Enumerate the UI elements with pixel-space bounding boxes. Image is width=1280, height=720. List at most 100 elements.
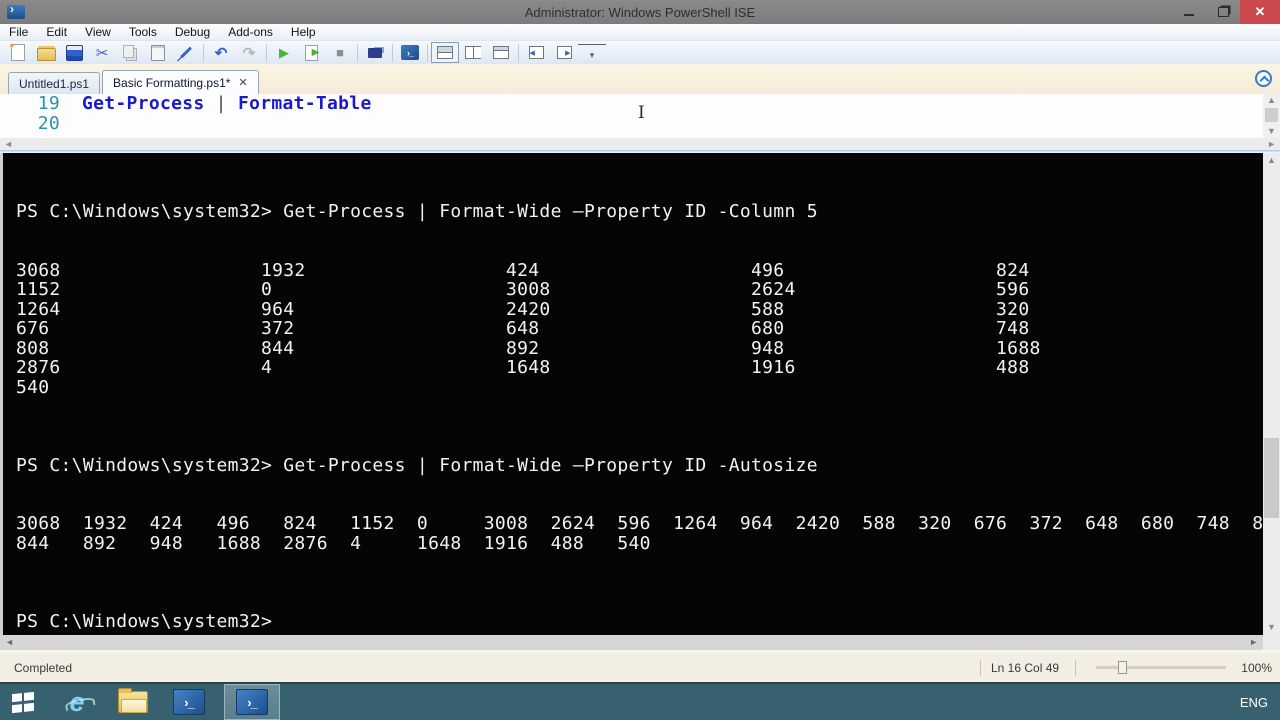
status-text: Completed: [14, 660, 73, 675]
tab-untitled1[interactable]: Untitled1.ps1: [8, 72, 101, 94]
console-vertical-scrollbar[interactable]: ▲ ▼: [1263, 153, 1280, 635]
console-pane[interactable]: PS C:\Windows\system32> Get-Process | Fo…: [0, 153, 1263, 635]
script-pane-top-icon: [437, 46, 453, 59]
copy-icon[interactable]: [116, 42, 144, 63]
close-button[interactable]: ✕: [1240, 0, 1280, 24]
toolbar-separator: [203, 43, 204, 62]
toolbar-separator: [518, 43, 519, 62]
new-remote-powershell-tab-icon[interactable]: [361, 42, 389, 63]
menu-view[interactable]: View: [85, 24, 111, 39]
start-button[interactable]: [0, 684, 46, 720]
menu-edit[interactable]: Edit: [46, 24, 68, 39]
status-separator: [980, 659, 981, 676]
taskbar-internet-explorer-button[interactable]: e: [54, 684, 100, 720]
taskbar-powershell-button[interactable]: ›_: [166, 684, 212, 720]
script-pane-right-button[interactable]: [459, 42, 487, 63]
language-indicator[interactable]: ENG: [1239, 694, 1268, 710]
console-line: [16, 573, 1263, 593]
collapse-script-pane-button[interactable]: [1255, 70, 1272, 87]
window-title: Administrator: Windows PowerShell ISE: [524, 4, 756, 20]
run-script-icon[interactable]: ▶: [279, 44, 289, 60]
editor-horizontal-scrollbar[interactable]: ◄ ►: [0, 138, 1280, 150]
scroll-down-icon[interactable]: ▼: [1267, 126, 1276, 136]
console-line: [16, 397, 1263, 417]
console-line: 540: [16, 376, 50, 398]
cursor-position: Ln 16 Col 49: [991, 660, 1060, 675]
powershell-ise-icon: ›_: [236, 689, 268, 715]
console-line: 676 372 648 680 748: [16, 318, 1030, 339]
console-line: 1264 964 2420 588 320: [16, 298, 1030, 320]
console-line: [16, 183, 1263, 203]
tab-label: Untitled1.ps1: [19, 76, 90, 91]
title-bar: Administrator: Windows PowerShell ISE ✕: [0, 0, 1280, 24]
taskbar-powershell-ise-button-active[interactable]: ›_: [224, 684, 280, 720]
menu-tools[interactable]: Tools: [128, 24, 157, 39]
menu-debug[interactable]: Debug: [174, 24, 211, 39]
internet-explorer-icon: e: [69, 686, 85, 717]
taskbar-file-explorer-button[interactable]: [110, 684, 156, 720]
scrollbar-thumb[interactable]: [1265, 108, 1278, 122]
menu-help[interactable]: Help: [290, 24, 316, 39]
windows-logo-icon: [12, 691, 34, 713]
cmdlet-token: Get-Process: [82, 93, 205, 114]
menu-add-ons[interactable]: Add-ons: [228, 24, 273, 39]
scroll-left-icon[interactable]: ◄: [5, 637, 14, 647]
taskbar: e ›_ ›_ ENG: [0, 682, 1280, 720]
scroll-right-icon[interactable]: ►: [1267, 139, 1276, 149]
undo-icon[interactable]: ↶: [214, 44, 228, 62]
menu-bar: File Edit View Tools Debug Add-ons Help: [0, 24, 1280, 41]
console-line: [16, 241, 1263, 261]
toolbar-separator: [427, 43, 428, 62]
start-powershell-icon[interactable]: ›_: [401, 45, 419, 60]
run-selection-icon[interactable]: ▶: [298, 42, 326, 63]
minimize-button[interactable]: [1172, 0, 1206, 24]
scrollbar-thumb[interactable]: [1264, 438, 1279, 518]
console-horizontal-scrollbar[interactable]: ◄ ►: [0, 635, 1263, 650]
script-editor[interactable]: 19 Get-Process | Format-Table 20: [0, 94, 1263, 138]
paste-icon[interactable]: [144, 42, 172, 63]
console-line: [16, 222, 1263, 242]
script-pane-popout-left-button[interactable]: [522, 42, 550, 63]
file-explorer-icon: [118, 688, 148, 713]
status-bar: Completed Ln 16 Col 49 100%: [0, 650, 1280, 682]
scroll-up-icon[interactable]: ▲: [1267, 95, 1276, 105]
console-line: PS C:\Windows\system32> Get-Process | Fo…: [16, 201, 818, 222]
scroll-right-icon[interactable]: ►: [1249, 637, 1258, 647]
cut-icon[interactable]: ✂: [95, 44, 109, 62]
console-prompt-line: PS C:\Windows\system32>: [16, 610, 284, 632]
editor-vertical-scrollbar[interactable]: ▲ ▼: [1263, 94, 1280, 138]
app-icon: [7, 2, 25, 19]
toolbar-overflow-icon[interactable]: ▾: [578, 44, 606, 65]
script-pane-maximized-button[interactable]: [487, 42, 515, 63]
tab-basic-formatting[interactable]: Basic Formatting.ps1* ✕: [102, 70, 259, 94]
script-pane-right-icon: [465, 46, 481, 59]
zoom-slider-thumb[interactable]: [1118, 661, 1127, 674]
scroll-down-icon[interactable]: ▼: [1267, 622, 1276, 632]
scrollbar-corner: [1263, 635, 1280, 650]
clear-console-icon[interactable]: [172, 42, 200, 63]
status-separator: [1075, 659, 1076, 676]
redo-icon[interactable]: ↷: [242, 44, 256, 62]
menu-file[interactable]: File: [9, 24, 29, 39]
console-line: 2876 4 1648 1916 488: [16, 357, 1030, 378]
pane-splitter[interactable]: [0, 150, 1280, 153]
pipe-operator: |: [204, 93, 238, 114]
open-script-icon[interactable]: [32, 42, 60, 63]
tab-close-icon[interactable]: ✕: [238, 77, 248, 89]
save-icon[interactable]: [60, 42, 88, 63]
script-pane-top-button[interactable]: [431, 42, 459, 63]
tab-label: Basic Formatting.ps1*: [113, 75, 231, 90]
scroll-up-icon[interactable]: ▲: [1267, 155, 1276, 165]
mouse-ibeam-cursor: I: [638, 103, 645, 123]
editor-line: 19 Get-Process | Format-Table: [0, 94, 1263, 114]
script-pane-popout-right-button[interactable]: [550, 42, 578, 63]
restore-button[interactable]: [1206, 0, 1240, 24]
toolbar-separator: [392, 43, 393, 62]
script-pane-popout-left-icon: [528, 46, 544, 59]
stop-icon[interactable]: ■: [336, 45, 344, 60]
toolbar: ✂ ↶ ↷ ▶ ▶ ■ ›_ ▾: [0, 41, 1280, 64]
new-script-icon[interactable]: [4, 41, 32, 63]
zoom-slider[interactable]: [1096, 661, 1226, 674]
scroll-left-icon[interactable]: ◄: [4, 139, 13, 149]
console-line: [16, 553, 1263, 573]
